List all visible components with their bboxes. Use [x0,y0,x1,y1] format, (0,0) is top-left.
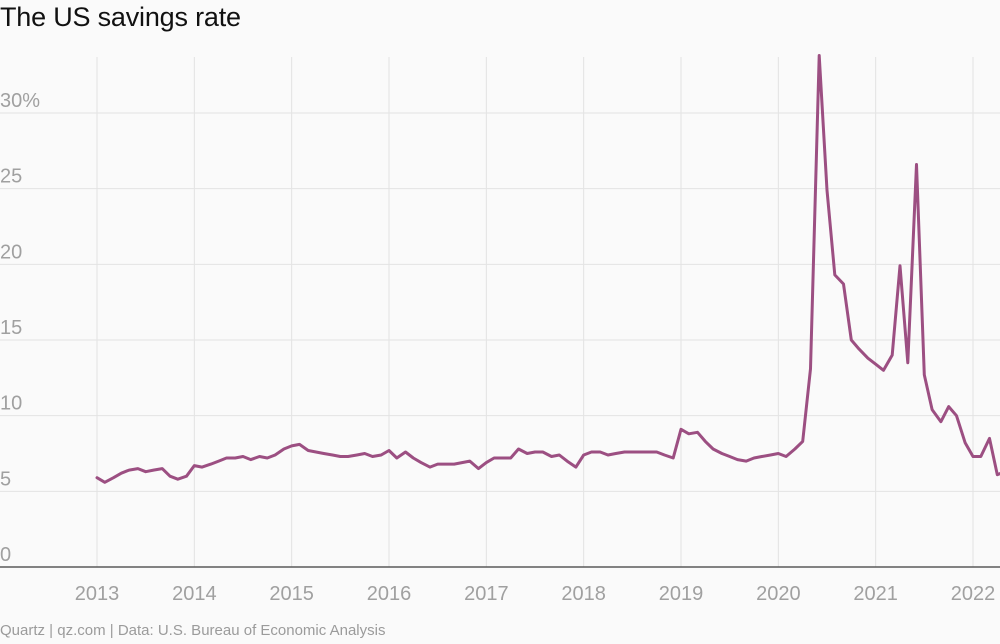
x-tick-label: 2020 [756,583,801,605]
series-layer [95,54,1000,484]
x-axis-tick-labels: 2013 2014 2015 2016 2017 2018 2019 2020 2021 2022 [75,583,996,605]
x-tick-label: 2016 [367,583,412,605]
grid-lines [0,57,1000,567]
y-tick-label: 25 [0,166,22,188]
y-tick-label: 5 [0,468,11,490]
y-tick-label: 0 [0,544,11,566]
x-tick-label: 2019 [659,583,704,605]
x-tick-label: 2017 [464,583,509,605]
x-tick-label: 2015 [269,583,314,605]
x-tick-label: 2014 [172,583,217,605]
y-axis-tick-labels: 0 5 10 15 20 25 30% [0,90,40,566]
series-line-0 [95,54,1000,484]
y-tick-label: 15 [0,317,22,339]
x-tick-label: 2018 [561,583,606,605]
source-footer: Quartz | qz.com | Data: U.S. Bureau of E… [0,622,386,639]
x-tick-label: 2013 [75,583,120,605]
x-tick-label: 2021 [853,583,898,605]
chart-title: The US savings rate [0,2,241,32]
x-tick-label: 2022 [951,583,996,605]
y-tick-label: 30% [0,90,40,112]
y-tick-label: 20 [0,241,22,263]
y-tick-label: 10 [0,393,22,415]
